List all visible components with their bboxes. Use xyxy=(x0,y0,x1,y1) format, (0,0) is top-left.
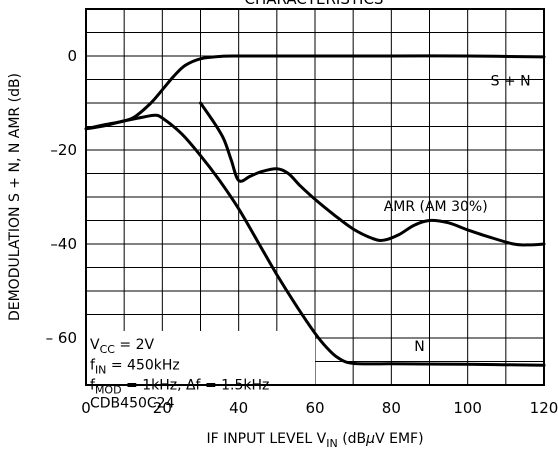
x-tick-label: 20 xyxy=(153,399,172,417)
condition-line: CDB450C24 xyxy=(90,395,175,411)
series-line-2 xyxy=(84,113,546,367)
condition-line: fMOD = 1kHz, Δf = 1.5kHz xyxy=(90,377,269,396)
y-tick-labels: 0 –20 –40 – 60 xyxy=(46,47,77,347)
x-tick-label: 0 xyxy=(81,399,91,417)
x-tick-label: 80 xyxy=(382,399,401,417)
curves xyxy=(84,54,546,367)
grid xyxy=(86,9,544,385)
y-tick-label: – 60 xyxy=(46,329,77,347)
y-axis-title: DEMODULATION S + N, N AMR (dB) xyxy=(7,73,23,321)
x-tick-label: 120 xyxy=(530,399,558,417)
condition-line: VCC = 2V xyxy=(90,337,154,356)
conditions-box-background xyxy=(87,330,315,384)
series-labels: S + N AMR (AM 30%) N xyxy=(384,74,531,356)
series-line-1 xyxy=(199,101,546,247)
series-label: S + N xyxy=(491,74,531,90)
plot-frame xyxy=(85,8,545,386)
x-tick-label: 100 xyxy=(453,399,482,417)
y-tick-label: 0 xyxy=(67,47,77,65)
x-tick-label: 60 xyxy=(305,399,324,417)
x-axis-title: IF INPUT LEVEL VIN (dBμV EMF) xyxy=(206,431,423,450)
y-tick-label: –40 xyxy=(50,235,77,253)
x-tick-label: 40 xyxy=(229,399,248,417)
series-label: AMR (AM 30%) xyxy=(384,199,488,215)
x-tick-labels: 0 20 40 60 80 100 120 xyxy=(81,399,558,417)
condition-line: fIN = 450kHz xyxy=(90,357,180,376)
y-tick-label: –20 xyxy=(50,141,77,159)
series-label: N xyxy=(414,339,424,355)
chart-title: CHARACTERISTICS xyxy=(245,0,384,8)
